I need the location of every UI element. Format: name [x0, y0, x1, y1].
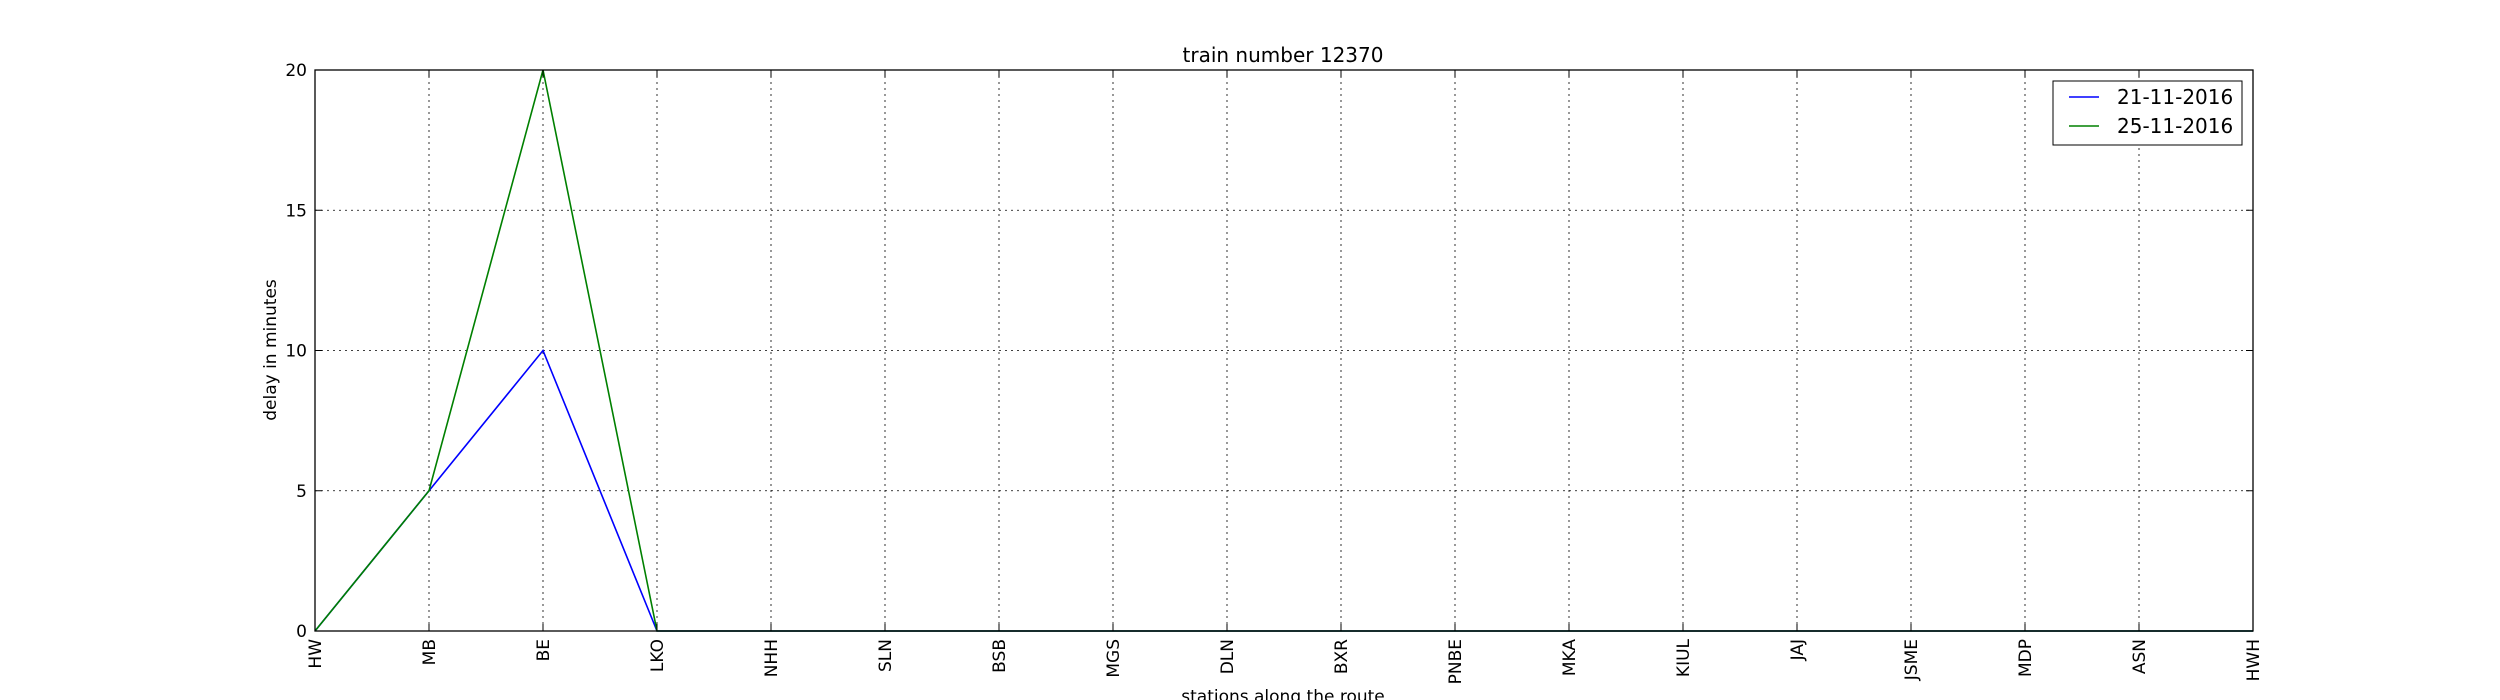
y-tick-label: 15: [285, 201, 307, 221]
y-tick-label: 20: [285, 61, 307, 81]
x-tick-label: LKO: [648, 639, 668, 672]
x-tick-label: MKA: [1560, 639, 1580, 677]
y-tick-labels: 0 5 10 15 20: [285, 61, 307, 642]
x-tick-label: BSB: [990, 639, 1010, 673]
x-tick-label: BXR: [1332, 639, 1352, 674]
x-tick-label: MB: [420, 639, 440, 665]
x-tick-label: JAJ: [1788, 639, 1808, 661]
x-tick-label: KIUL: [1674, 638, 1694, 677]
y-axis-label: delay in minutes: [261, 279, 281, 421]
x-tick-label: DLN: [1218, 639, 1238, 674]
x-tick-label: NHH: [762, 639, 782, 677]
x-tick-label: BE: [534, 639, 554, 661]
y-tick-label: 5: [296, 482, 307, 502]
x-tick-labels: HW MB BE LKO NHH SLN BSB MGS DLN BXR PNBE MKA KIUL JA…: [306, 638, 2264, 684]
legend-box: [2052, 80, 2243, 146]
x-tick-label: HWH: [2244, 639, 2264, 681]
y-tick-label: 10: [285, 342, 307, 362]
legend: 21-11-2016 25-11-2016: [2052, 80, 2243, 146]
y-tick-label: 0: [296, 622, 307, 642]
x-axis-label: stations along the route: [1181, 687, 1385, 700]
chart-title: train number 12370: [1183, 43, 1384, 67]
x-tick-label: MGS: [1104, 639, 1124, 678]
x-tick-label: JSME: [1902, 639, 1922, 681]
x-tick-label: ASN: [2130, 639, 2150, 674]
axis-ticks: [314, 69, 2254, 632]
x-tick-label: PNBE: [1446, 639, 1466, 684]
x-tick-label: HW: [306, 639, 326, 669]
x-tick-label: MDP: [2016, 639, 2036, 677]
legend-label-1: 21-11-2016: [2117, 85, 2233, 109]
legend-label-2: 25-11-2016: [2117, 114, 2233, 138]
x-tick-label: SLN: [876, 639, 896, 672]
